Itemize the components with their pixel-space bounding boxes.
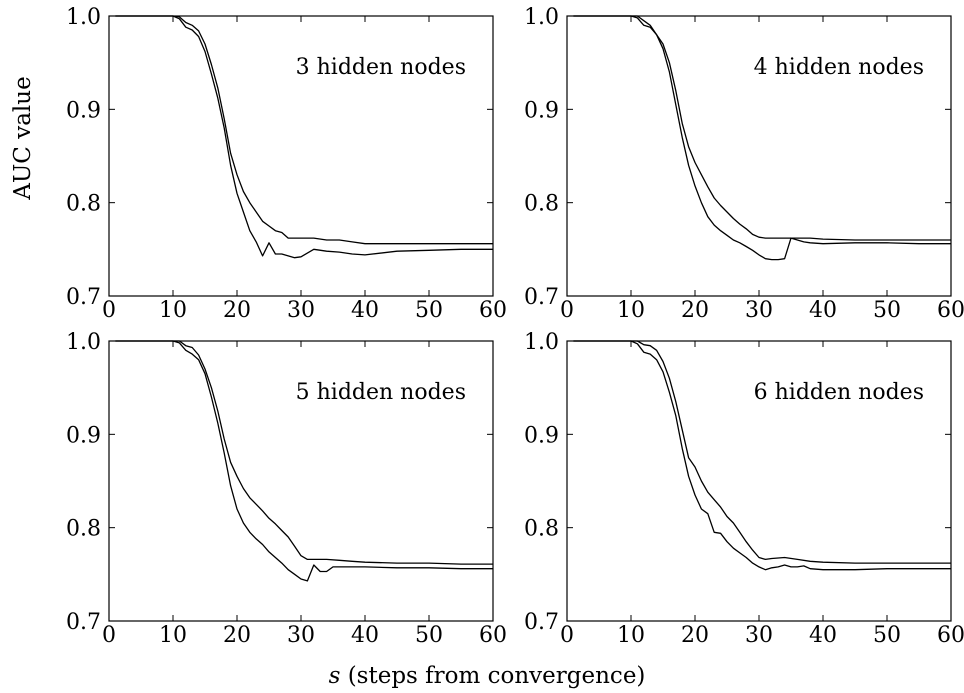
panel-label: 3 hidden nodes [296,55,466,80]
y-tick-label: 0.9 [66,98,101,123]
x-tick-label: 50 [873,623,901,648]
x-tick-label: 30 [745,623,773,648]
series-line-2 [573,340,951,571]
y-tick-label: 0.8 [524,517,559,542]
y-tick-label: 0.7 [66,285,101,310]
x-tick-label: 20 [681,298,709,323]
y-tick-label: 0.9 [524,423,559,448]
panel-label: 5 hidden nodes [296,380,466,405]
panel-2: 0 10 20 30 40 50 60 0.7 0.8 0.9 1.0 4 hidden nodes [524,5,964,323]
panel-label: 6 hidden nodes [754,380,924,405]
x-tick-label: 40 [351,623,379,648]
series-line-1 [115,15,493,245]
x-tick-label: 0 [560,623,574,648]
x-tick-label: 20 [223,298,251,323]
x-tick-label: 0 [560,298,574,323]
x-tick-label: 0 [102,298,116,323]
series-line-1 [573,340,951,564]
x-tick-label: 20 [681,623,709,648]
x-tick-label: 30 [745,298,773,323]
y-tick-label: 0.8 [66,517,101,542]
series-line-1 [573,15,951,241]
x-tick-label: 20 [223,623,251,648]
panel-3: 0 10 20 30 40 50 60 0.7 0.8 0.9 1.0 5 hidden nodes [66,330,507,648]
x-tick-label: 40 [809,298,837,323]
y-tick-label: 0.8 [524,192,559,217]
y-tick-label: 0.9 [524,98,559,123]
y-tick-label: 0.7 [524,610,559,635]
x-tick-label: 10 [617,623,645,648]
y-tick-label: 1.0 [66,330,101,355]
x-tick-label: 40 [351,298,379,323]
series-line-2 [115,15,493,259]
x-tick-label: 10 [159,298,187,323]
x-tick-label: 60 [479,298,507,323]
x-tick-label: 30 [287,298,315,323]
x-tick-label: 40 [809,623,837,648]
series-line-1 [115,340,493,565]
panel-4: 0 10 20 30 40 50 60 0.7 0.8 0.9 1.0 6 hidden nodes [524,330,964,648]
x-axis-title-rest: (steps from convergence) [340,663,645,689]
x-axis-title: s (steps from convergence) [329,663,646,689]
y-tick-label: 1.0 [524,5,559,30]
x-tick-label: 10 [159,623,187,648]
x-axis-variable: s [329,663,341,689]
x-tick-label: 30 [287,623,315,648]
x-tick-label: 50 [415,298,443,323]
x-tick-label: 60 [937,623,964,648]
y-tick-label: 1.0 [524,330,559,355]
y-axis-title: AUC value [10,76,36,200]
x-tick-label: 60 [937,298,964,323]
x-tick-label: 10 [617,298,645,323]
series-line-2 [115,340,493,582]
x-tick-label: 50 [873,298,901,323]
x-tick-label: 50 [415,623,443,648]
y-tick-label: 0.8 [66,192,101,217]
panel-1: 0 10 20 30 40 50 60 0.7 0.8 0.9 1.0 3 hidden nodes [66,5,507,323]
x-tick-label: 60 [479,623,507,648]
y-tick-label: 0.7 [66,610,101,635]
series-line-2 [573,15,951,261]
panel-label: 4 hidden nodes [754,55,924,80]
x-tick-label: 0 [102,623,116,648]
y-tick-label: 0.9 [66,423,101,448]
y-tick-label: 0.7 [524,285,559,310]
y-tick-label: 1.0 [66,5,101,30]
